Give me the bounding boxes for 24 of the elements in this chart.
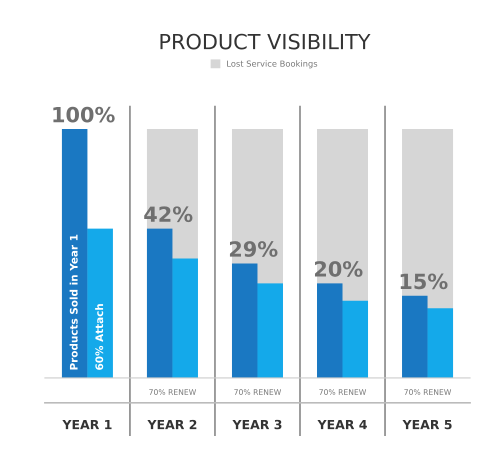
bar — [342, 300, 368, 378]
series-label: 60% Attach — [95, 304, 104, 370]
annotation: 20% — [314, 261, 363, 277]
bar — [146, 228, 172, 378]
bar — [257, 283, 283, 378]
x-tick-label: YEAR 5 — [402, 420, 452, 430]
bar — [402, 296, 428, 378]
annotation: 15% — [400, 274, 448, 290]
bar — [428, 308, 454, 378]
bar — [172, 258, 198, 378]
annotation: 42% — [144, 206, 192, 222]
legend-label: Lost Service Bookings — [227, 60, 318, 68]
bar — [62, 129, 88, 378]
chart-title: PRODUCT VISIBILITY — [160, 34, 371, 50]
x-tick-label: YEAR 3 — [232, 420, 282, 430]
annotation: 100% — [53, 106, 115, 123]
x-tick-label: YEAR 2 — [147, 420, 196, 430]
bar — [232, 263, 258, 378]
series-label: Products Sold in Year 1 — [70, 234, 78, 370]
bar — [317, 283, 343, 378]
x-tick-label: YEAR 1 — [62, 420, 112, 430]
x-tick-label: YEAR 4 — [317, 420, 367, 430]
bar — [87, 228, 113, 378]
annotation: 29% — [230, 241, 278, 257]
